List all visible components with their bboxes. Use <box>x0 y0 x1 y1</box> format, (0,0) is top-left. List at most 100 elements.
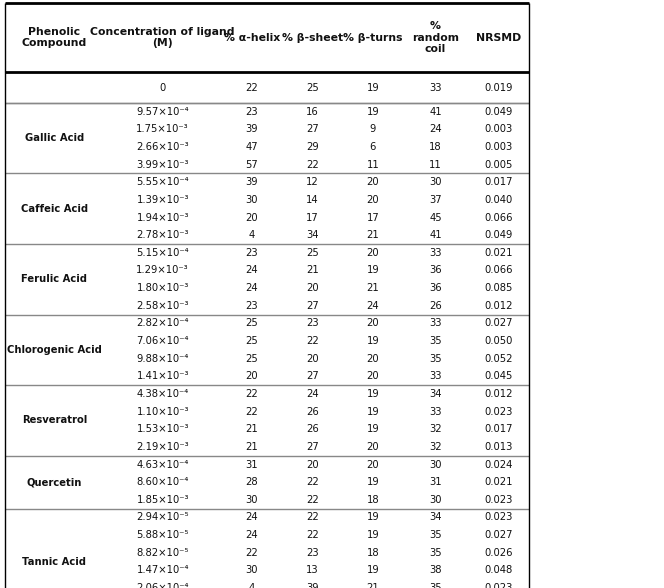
Text: 14: 14 <box>306 195 319 205</box>
Text: 0.005: 0.005 <box>484 159 513 170</box>
Text: 20: 20 <box>367 177 379 188</box>
Text: 25: 25 <box>306 82 319 93</box>
Text: 1.29×10⁻³: 1.29×10⁻³ <box>136 265 189 276</box>
Text: 17: 17 <box>367 212 379 223</box>
Text: 0.012: 0.012 <box>484 300 513 311</box>
Text: 47: 47 <box>246 142 258 152</box>
Text: 19: 19 <box>367 389 379 399</box>
Text: 20: 20 <box>306 353 319 364</box>
Text: 45: 45 <box>429 212 442 223</box>
Text: 35: 35 <box>429 336 442 346</box>
Text: 33: 33 <box>430 406 442 417</box>
Text: 0.027: 0.027 <box>484 530 513 540</box>
Text: 0.066: 0.066 <box>484 265 513 276</box>
Text: 34: 34 <box>430 512 442 523</box>
Text: 30: 30 <box>430 495 442 505</box>
Text: 1.75×10⁻³: 1.75×10⁻³ <box>136 124 189 135</box>
Text: 19: 19 <box>367 512 379 523</box>
Text: 20: 20 <box>306 283 319 293</box>
Text: 22: 22 <box>306 530 319 540</box>
Text: 9: 9 <box>370 124 376 135</box>
Text: 30: 30 <box>430 459 442 470</box>
Text: 22: 22 <box>306 495 319 505</box>
Text: % β-turns: % β-turns <box>343 32 402 43</box>
Text: 20: 20 <box>367 248 379 258</box>
Text: 0.017: 0.017 <box>484 177 513 188</box>
Text: 18: 18 <box>367 495 379 505</box>
Text: 1.53×10⁻³: 1.53×10⁻³ <box>136 424 189 435</box>
Text: 19: 19 <box>367 336 379 346</box>
Text: Ferulic Acid: Ferulic Acid <box>21 274 88 285</box>
Text: 0.052: 0.052 <box>484 353 513 364</box>
Text: 25: 25 <box>306 248 319 258</box>
Text: Concentration of ligand
(M): Concentration of ligand (M) <box>90 27 235 48</box>
Text: 27: 27 <box>306 300 319 311</box>
Text: 21: 21 <box>367 283 379 293</box>
Text: 26: 26 <box>429 300 442 311</box>
Text: 4.63×10⁻⁴: 4.63×10⁻⁴ <box>137 459 189 470</box>
Text: 39: 39 <box>246 177 258 188</box>
Text: 22: 22 <box>306 336 319 346</box>
Text: 1.80×10⁻³: 1.80×10⁻³ <box>137 283 189 293</box>
Text: 21: 21 <box>306 265 319 276</box>
Text: 8.60×10⁻⁴: 8.60×10⁻⁴ <box>137 477 189 487</box>
Text: 23: 23 <box>306 547 319 558</box>
Text: 0.049: 0.049 <box>484 230 513 240</box>
Text: 0.023: 0.023 <box>484 406 513 417</box>
Text: 0.003: 0.003 <box>484 142 513 152</box>
Text: 31: 31 <box>246 459 258 470</box>
Text: 0.045: 0.045 <box>484 371 513 382</box>
Text: 2.58×10⁻³: 2.58×10⁻³ <box>136 300 189 311</box>
Text: 35: 35 <box>429 583 442 588</box>
Text: 24: 24 <box>429 124 442 135</box>
Text: 30: 30 <box>246 495 258 505</box>
Text: 30: 30 <box>246 565 258 576</box>
Text: 21: 21 <box>367 583 379 588</box>
Text: 0.049: 0.049 <box>484 106 513 117</box>
Text: 1.47×10⁻⁴: 1.47×10⁻⁴ <box>136 565 189 576</box>
Text: Resveratrol: Resveratrol <box>22 415 87 426</box>
Text: 22: 22 <box>246 547 258 558</box>
Text: 0.021: 0.021 <box>484 477 513 487</box>
Text: 0.066: 0.066 <box>484 212 513 223</box>
Text: 11: 11 <box>429 159 442 170</box>
Text: 33: 33 <box>430 371 442 382</box>
Text: 32: 32 <box>429 442 442 452</box>
Text: 17: 17 <box>306 212 319 223</box>
Text: 29: 29 <box>306 142 319 152</box>
Text: 20: 20 <box>367 195 379 205</box>
Text: 2.06×10⁻⁴: 2.06×10⁻⁴ <box>136 583 189 588</box>
Text: 21: 21 <box>246 424 258 435</box>
Text: 27: 27 <box>306 124 319 135</box>
Text: 0.026: 0.026 <box>484 547 513 558</box>
Text: Phenolic
Compound: Phenolic Compound <box>22 27 87 48</box>
Text: 0.017: 0.017 <box>484 424 513 435</box>
Text: 0.024: 0.024 <box>484 459 513 470</box>
Text: 6: 6 <box>370 142 376 152</box>
Text: 22: 22 <box>246 82 258 93</box>
Text: Chlorogenic Acid: Chlorogenic Acid <box>7 345 102 355</box>
Text: 22: 22 <box>306 477 319 487</box>
Text: Gallic Acid: Gallic Acid <box>25 133 84 143</box>
Text: 19: 19 <box>367 406 379 417</box>
Text: 30: 30 <box>430 177 442 188</box>
Text: 22: 22 <box>306 159 319 170</box>
Text: 20: 20 <box>367 371 379 382</box>
Text: 0.013: 0.013 <box>484 442 513 452</box>
Text: % α-helix: % α-helix <box>224 32 280 43</box>
Text: 20: 20 <box>367 442 379 452</box>
Text: 23: 23 <box>246 248 258 258</box>
Text: 19: 19 <box>367 565 379 576</box>
Text: 25: 25 <box>246 353 258 364</box>
Text: 20: 20 <box>306 459 319 470</box>
Text: 1.41×10⁻³: 1.41×10⁻³ <box>136 371 189 382</box>
Text: 24: 24 <box>246 265 258 276</box>
Text: 21: 21 <box>246 442 258 452</box>
Text: 23: 23 <box>306 318 319 329</box>
Text: 20: 20 <box>246 371 258 382</box>
Text: 20: 20 <box>367 318 379 329</box>
Text: 4: 4 <box>249 583 255 588</box>
Text: 24: 24 <box>306 389 319 399</box>
Text: 35: 35 <box>429 530 442 540</box>
Text: 16: 16 <box>306 106 319 117</box>
